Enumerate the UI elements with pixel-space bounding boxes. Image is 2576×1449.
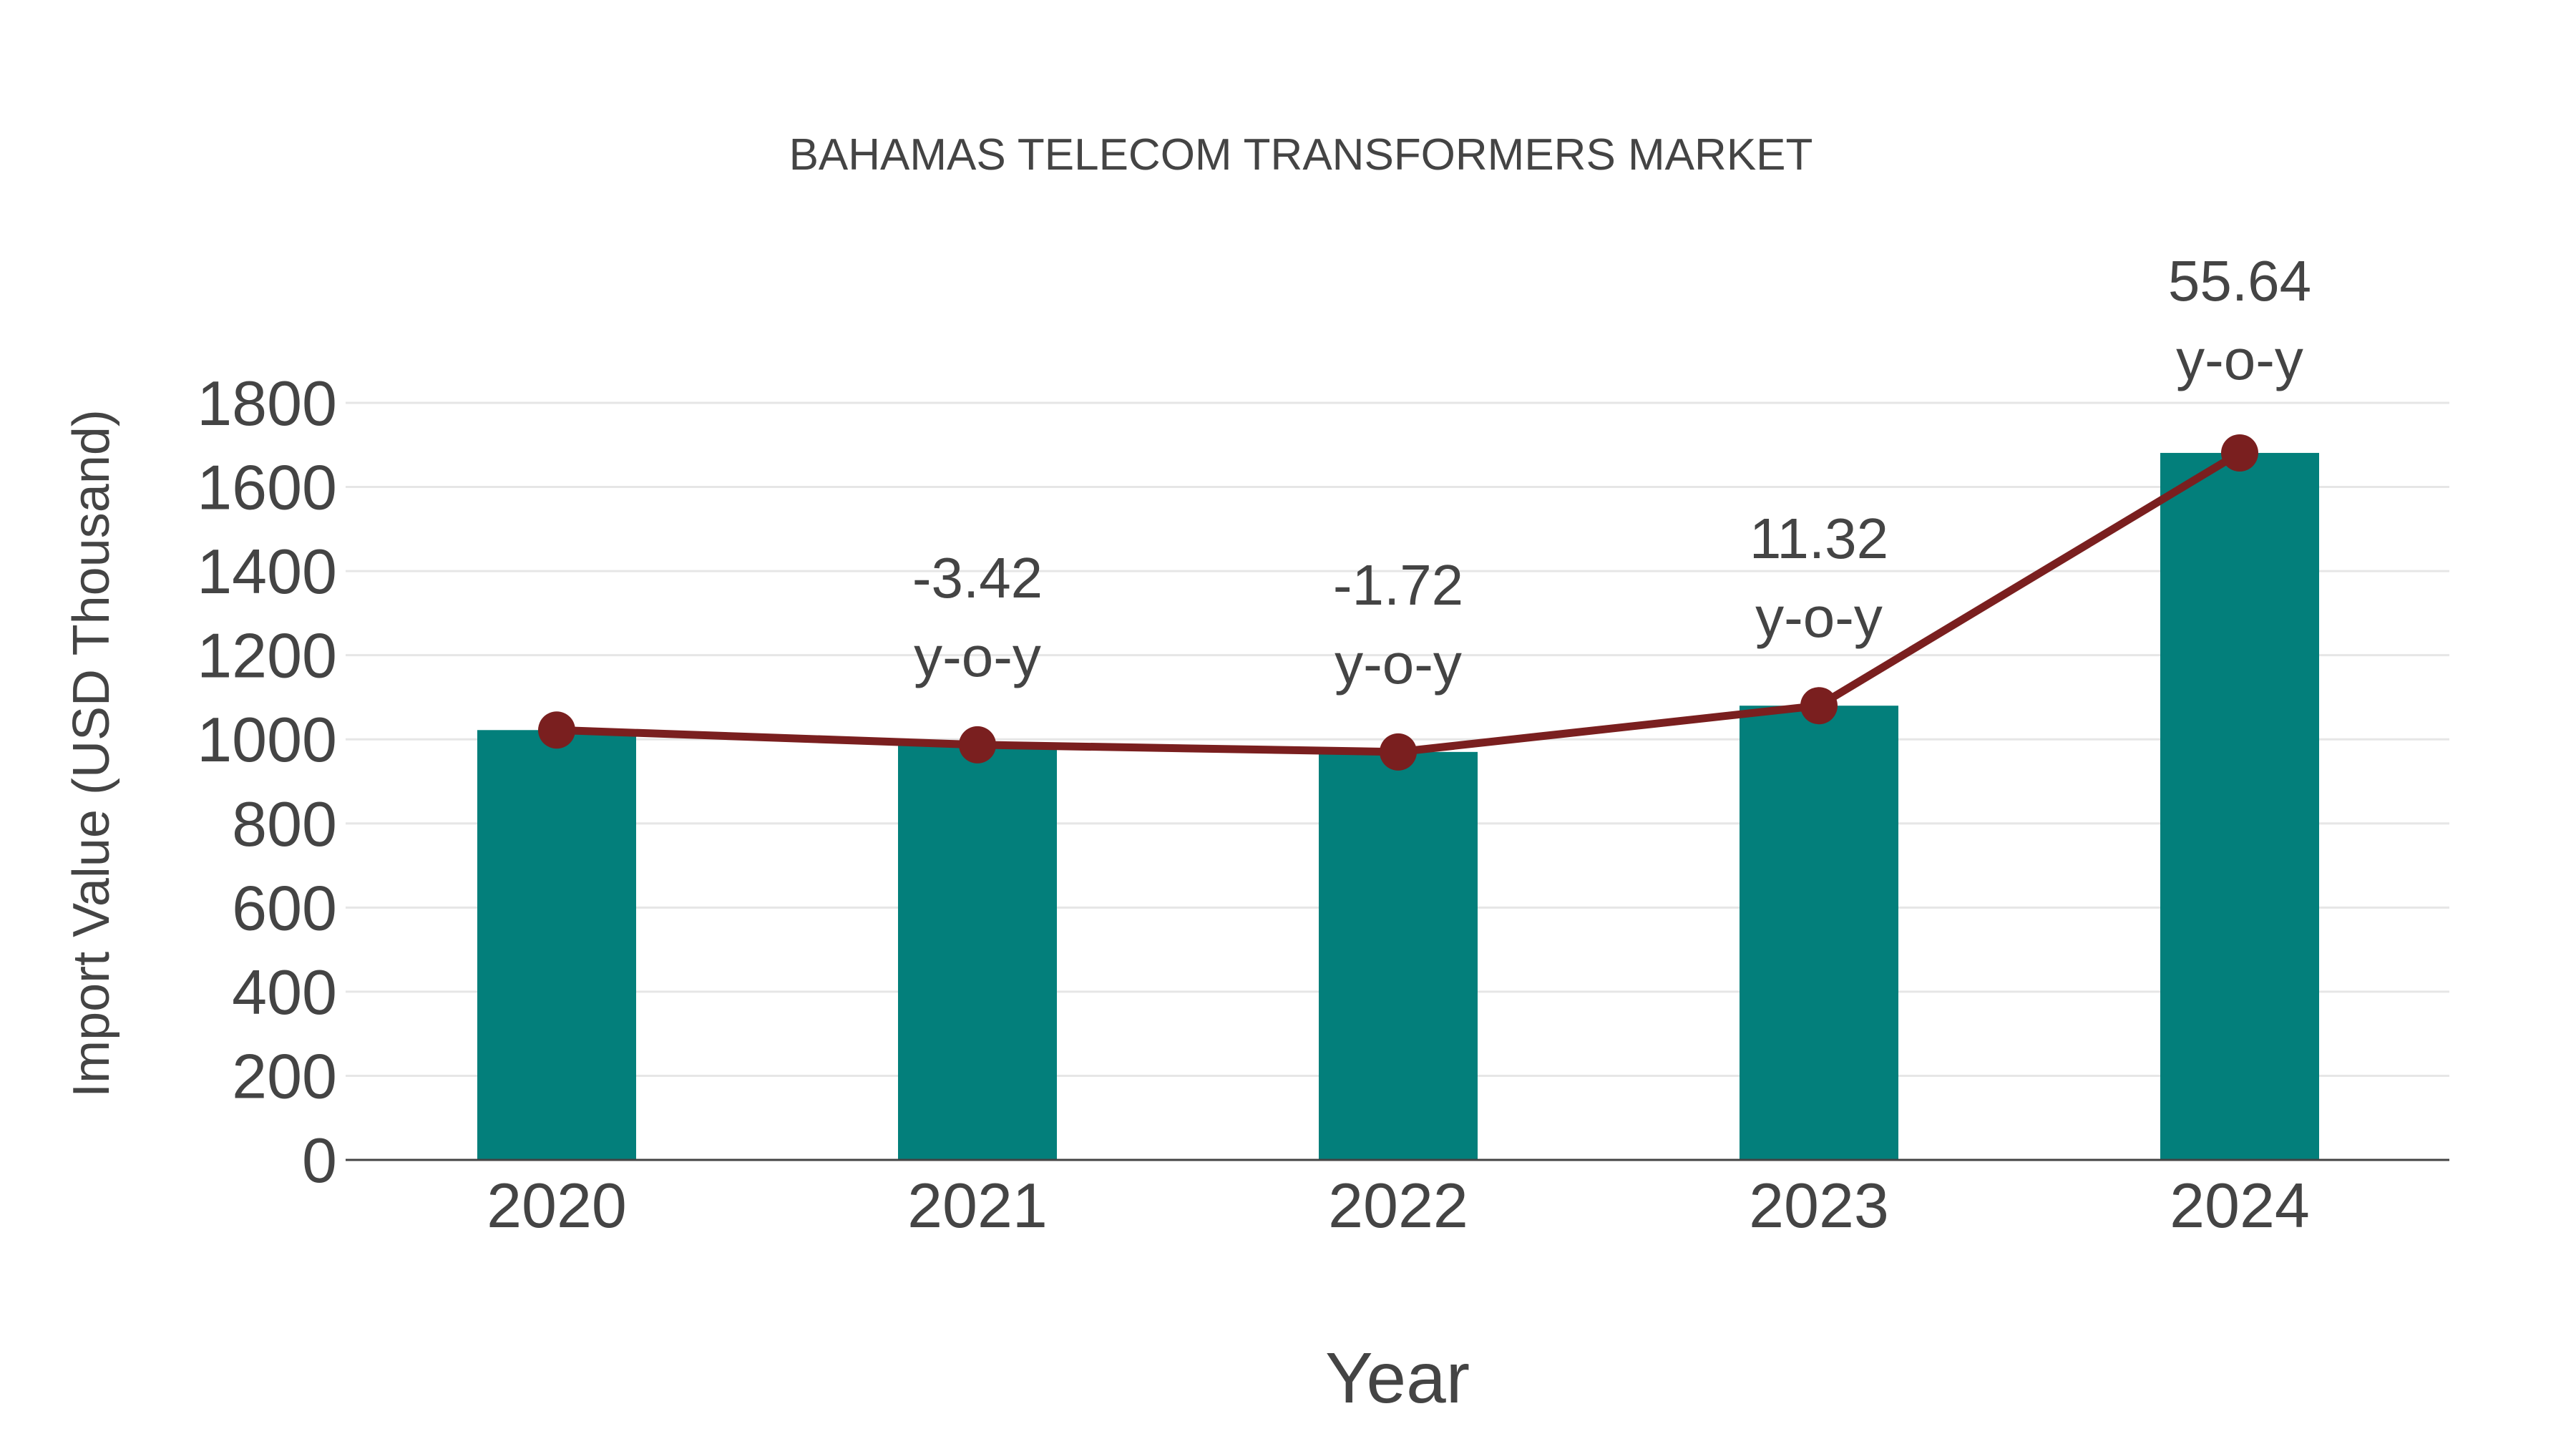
y-tick-label: 0: [302, 1125, 337, 1196]
yoy-label: y-o-y: [2176, 328, 2303, 391]
trend-marker: [1800, 687, 1838, 725]
chart-title: BAHAMAS TELECOM TRANSFORMERS MARKET: [789, 130, 1813, 180]
y-tick-label: 200: [232, 1040, 337, 1111]
trend-marker: [1380, 733, 1417, 771]
x-axis-ticks: 2020 2021 2022 2023 2024: [487, 1170, 2310, 1241]
x-tick-label: 2024: [2170, 1170, 2310, 1241]
y-tick-label: 1800: [197, 368, 337, 439]
y-tick-label: 1200: [197, 620, 337, 691]
y-tick-label: 1000: [197, 704, 337, 775]
trend-line: [538, 434, 2258, 771]
yoy-annotations: -3.42 y-o-y -1.72 y-o-y 11.32 y-o-y 55.64 y-o-y: [912, 249, 2311, 696]
bar-2024: [2160, 452, 2319, 1160]
bar-2021: [898, 744, 1057, 1160]
bar-2020: [477, 730, 636, 1160]
x-tick-label: 2020: [487, 1170, 627, 1241]
x-axis-title: Year: [1325, 1338, 1470, 1418]
y-axis-ticks: 0 200 400 600 800 1000 1200 1400 1600 1800: [197, 368, 337, 1196]
y-axis-title: Import Value (USD Thousand): [63, 409, 120, 1098]
trend-marker: [959, 726, 996, 763]
y-tick-label: 600: [232, 872, 337, 943]
x-tick-label: 2021: [907, 1170, 1048, 1241]
trend-marker: [538, 711, 575, 749]
bar-2023: [1740, 706, 1898, 1160]
yoy-label: y-o-y: [914, 625, 1041, 688]
y-tick-label: 400: [232, 957, 337, 1028]
bars: [477, 452, 2319, 1160]
yoy-label: y-o-y: [1755, 585, 1883, 649]
y-tick-label: 1600: [197, 452, 337, 523]
bar-2022: [1319, 751, 1478, 1160]
yoy-value: -1.72: [1333, 553, 1463, 617]
yoy-label: y-o-y: [1335, 632, 1462, 696]
x-tick-label: 2022: [1328, 1170, 1468, 1241]
trend-marker: [2221, 434, 2258, 472]
y-tick-label: 1400: [197, 536, 337, 607]
x-tick-label: 2023: [1749, 1170, 1889, 1241]
yoy-value: 11.32: [1750, 507, 1888, 570]
y-tick-label: 800: [232, 789, 337, 859]
yoy-value: -3.42: [912, 546, 1043, 610]
yoy-value: 55.64: [2168, 249, 2311, 313]
